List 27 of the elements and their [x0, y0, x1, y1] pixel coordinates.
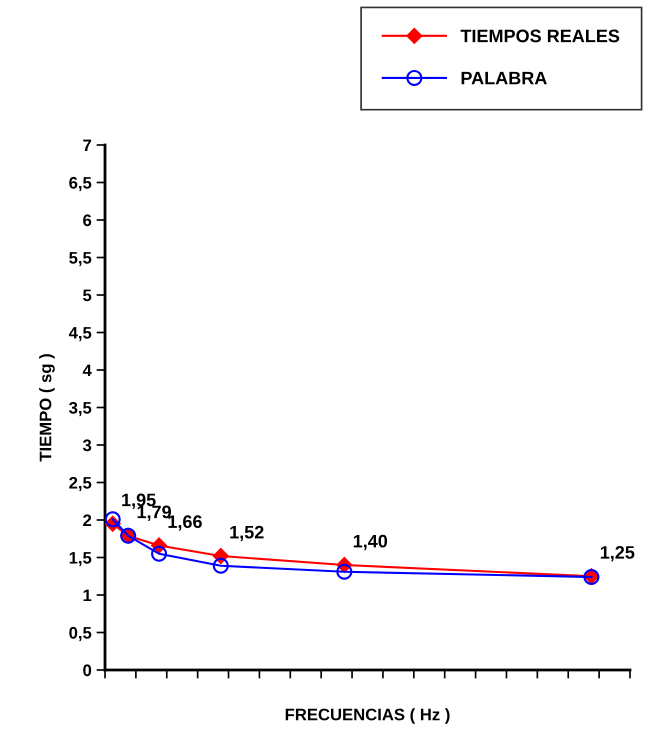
data-label: 1,66	[168, 515, 202, 531]
data-label: 1,25	[600, 546, 634, 562]
y-tick-label: 7	[83, 140, 92, 152]
x-axis-title: FRECUENCIAS ( Hz )	[286, 708, 450, 724]
y-tick-label: 3,5	[69, 402, 92, 416]
y-tick-label: 1	[84, 590, 92, 602]
y-tick-label: 6	[83, 214, 92, 226]
y-tick-label: 5,5	[69, 252, 92, 266]
data-label: 1,40	[354, 534, 388, 550]
legend-label: TIEMPOS REALES	[460, 30, 620, 42]
y-tick-label: 1,5	[70, 552, 92, 566]
y-tick-label: 2,5	[69, 476, 92, 492]
y-tick-label: 0,5	[69, 626, 92, 642]
point	[105, 511, 121, 528]
point	[336, 564, 352, 580]
y-tick-label: 5	[83, 290, 92, 302]
point	[151, 546, 168, 562]
legend-label: PALABRA	[462, 72, 547, 84]
y-tick-label: 6,5	[69, 176, 92, 192]
y-tick-label: 4,5	[68, 327, 92, 342]
y-tick-label: 3	[82, 439, 92, 452]
point	[212, 558, 229, 574]
data-label: 1,52	[230, 526, 264, 542]
y-tick-label: 4	[82, 364, 92, 376]
y-axis-title: TIEMPO ( sg )	[39, 354, 55, 462]
y-tick-label: 0	[83, 664, 92, 676]
y-tick-label: 2	[83, 514, 92, 526]
